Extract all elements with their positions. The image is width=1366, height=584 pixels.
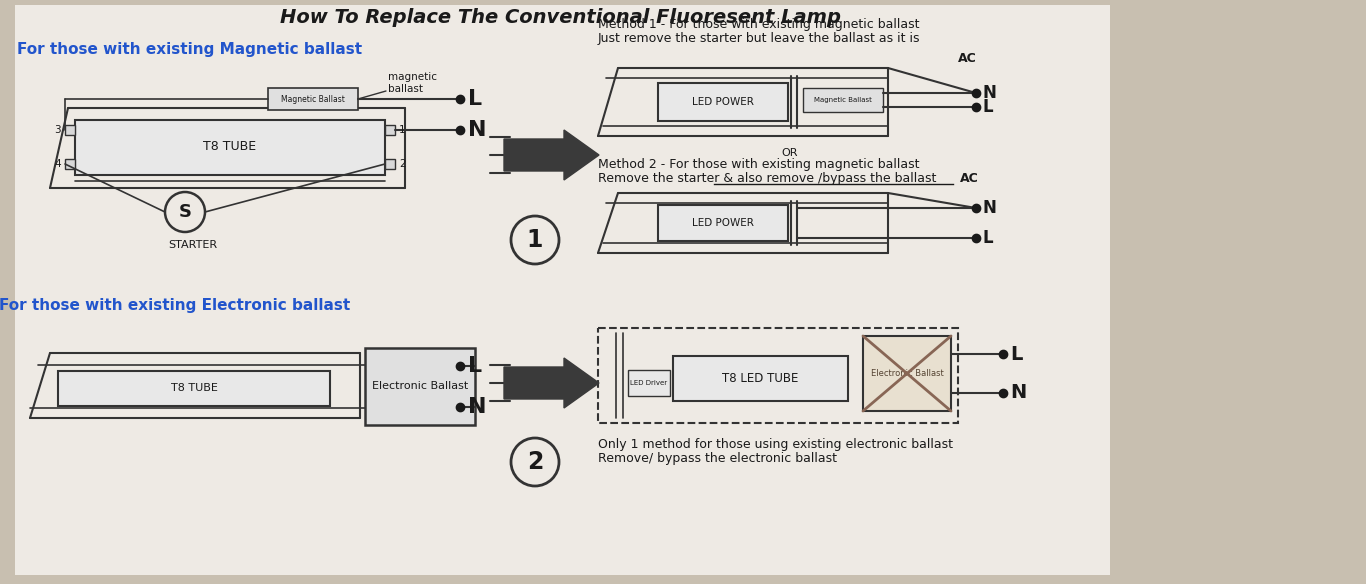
Bar — [66, 159, 75, 169]
Text: L: L — [982, 229, 993, 247]
Bar — [803, 88, 882, 112]
Text: LED POWER: LED POWER — [693, 218, 754, 228]
Text: L: L — [469, 356, 482, 376]
Bar — [75, 120, 385, 175]
Text: ballast: ballast — [388, 84, 423, 94]
Text: 4: 4 — [55, 159, 61, 169]
Text: How To Replace The Conventional Fluoresent Lamp: How To Replace The Conventional Fluorese… — [280, 8, 840, 27]
Bar — [863, 336, 951, 411]
Circle shape — [511, 438, 559, 486]
Text: N: N — [469, 120, 486, 140]
Text: T8 LED TUBE: T8 LED TUBE — [721, 371, 798, 384]
Text: L: L — [469, 89, 482, 109]
Text: N: N — [1009, 384, 1026, 402]
Text: 2: 2 — [527, 450, 544, 474]
Text: 1: 1 — [399, 125, 406, 135]
Bar — [598, 328, 958, 423]
Bar — [658, 205, 788, 241]
Text: 1: 1 — [527, 228, 544, 252]
Text: T8 TUBE: T8 TUBE — [204, 141, 257, 154]
Text: LED Driver: LED Driver — [631, 380, 668, 386]
Text: Magnetic Ballast: Magnetic Ballast — [814, 97, 872, 103]
Text: 2: 2 — [399, 159, 406, 169]
Text: Electronic Ballast: Electronic Ballast — [870, 369, 944, 377]
Text: Electronic Ballast: Electronic Ballast — [372, 381, 469, 391]
Bar — [658, 83, 788, 121]
Bar — [673, 356, 848, 401]
Text: N: N — [982, 199, 996, 217]
Text: L: L — [982, 98, 993, 116]
Text: Remove/ bypass the electronic ballast: Remove/ bypass the electronic ballast — [598, 452, 837, 465]
Text: magnetic: magnetic — [388, 72, 437, 82]
Text: AC: AC — [958, 52, 977, 65]
Text: Magnetic Ballast: Magnetic Ballast — [281, 95, 346, 103]
Bar — [385, 159, 395, 169]
Text: 3: 3 — [55, 125, 61, 135]
Circle shape — [511, 216, 559, 264]
Text: Method 1 - For those with existing magnetic ballast: Method 1 - For those with existing magne… — [598, 18, 919, 31]
Text: Only 1 method for those using existing electronic ballast: Only 1 method for those using existing e… — [598, 438, 953, 451]
Bar — [15, 5, 1111, 575]
Bar — [365, 348, 475, 425]
Text: L: L — [1009, 345, 1022, 363]
FancyArrow shape — [504, 358, 600, 408]
Text: Just remove the starter but leave the ballast as it is: Just remove the starter but leave the ba… — [598, 32, 921, 45]
Text: S: S — [179, 203, 191, 221]
Text: N: N — [982, 84, 996, 102]
Text: Method 2 - For those with existing magnetic ballast: Method 2 - For those with existing magne… — [598, 158, 919, 171]
Text: OR: OR — [781, 148, 798, 158]
Text: AC: AC — [960, 172, 979, 185]
Text: T8 TUBE: T8 TUBE — [171, 383, 217, 393]
Bar — [66, 125, 75, 135]
Text: For those with existing Magnetic ballast: For those with existing Magnetic ballast — [18, 42, 362, 57]
Bar — [628, 370, 669, 396]
Bar — [57, 371, 331, 406]
FancyArrow shape — [504, 130, 600, 180]
Bar — [385, 125, 395, 135]
Text: LED POWER: LED POWER — [693, 97, 754, 107]
Text: N: N — [469, 397, 486, 417]
Text: Remove the starter & also remove /bypass the ballast: Remove the starter & also remove /bypass… — [598, 172, 936, 185]
Bar — [268, 88, 358, 110]
Text: STARTER: STARTER — [168, 240, 217, 250]
Text: For those with existing Electronic ballast: For those with existing Electronic balla… — [0, 298, 351, 313]
